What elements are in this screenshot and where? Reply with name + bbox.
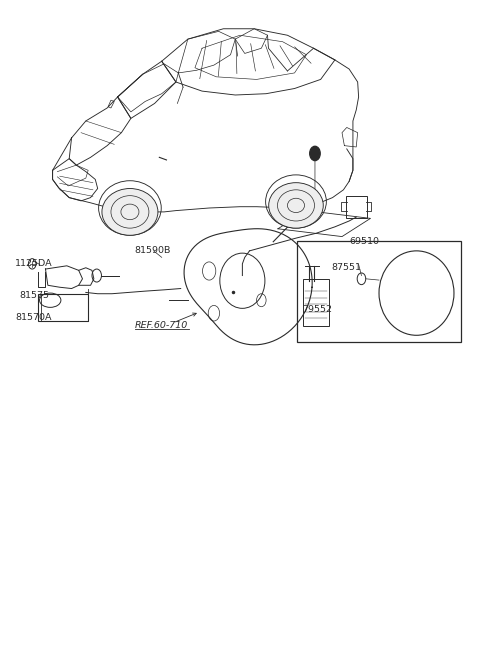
Text: 81575: 81575: [19, 291, 49, 300]
Text: 81590B: 81590B: [135, 246, 171, 255]
Ellipse shape: [269, 183, 323, 228]
Text: 87551: 87551: [331, 263, 361, 272]
Text: 1125DA: 1125DA: [15, 259, 53, 268]
Text: REF.60-710: REF.60-710: [135, 321, 188, 330]
Text: 81570A: 81570A: [15, 313, 52, 322]
Text: 79552: 79552: [302, 305, 333, 314]
Text: 69510: 69510: [349, 236, 379, 246]
Ellipse shape: [102, 189, 158, 235]
Circle shape: [310, 146, 320, 160]
